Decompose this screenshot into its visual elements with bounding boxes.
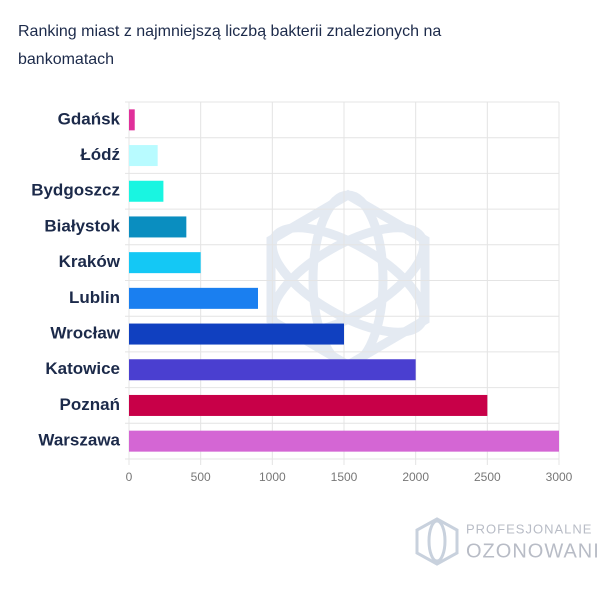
y-tick-label: Białystok (44, 216, 120, 235)
bar (129, 145, 158, 167)
y-tick-label: Poznań (60, 395, 120, 414)
bar (129, 323, 344, 345)
y-tick-label: Wrocław (50, 324, 120, 343)
x-tick-label: 2500 (474, 470, 501, 484)
x-tick-label: 1500 (331, 470, 358, 484)
x-tick-label: 1000 (259, 470, 286, 484)
y-tick-label: Warszawa (38, 431, 120, 450)
bar (129, 216, 187, 238)
bar (129, 359, 416, 381)
bar (129, 252, 201, 274)
y-tick-label: Bydgoszcz (31, 181, 120, 200)
chart-title: Ranking miast z najmniejszą liczbą bakte… (18, 23, 442, 68)
bar (129, 394, 488, 416)
watermark-logo (415, 517, 459, 566)
bar (129, 287, 258, 309)
bar (129, 109, 135, 131)
bar (129, 430, 559, 452)
bar (129, 180, 164, 202)
y-tick-label: Lublin (69, 288, 120, 307)
y-tick-label: Kraków (59, 252, 121, 271)
x-tick-label: 0 (126, 470, 133, 484)
y-tick-label: Łódź (80, 145, 120, 164)
x-tick-label: 3000 (546, 470, 573, 484)
watermark-text: OZONOWANIE (466, 540, 597, 562)
x-tick-label: 2000 (402, 470, 429, 484)
x-tick-label: 500 (191, 470, 211, 484)
watermark-text: PROFESJONALNE (466, 521, 592, 536)
y-tick-label: Gdańsk (58, 109, 121, 128)
y-tick-label: Katowice (45, 359, 120, 378)
